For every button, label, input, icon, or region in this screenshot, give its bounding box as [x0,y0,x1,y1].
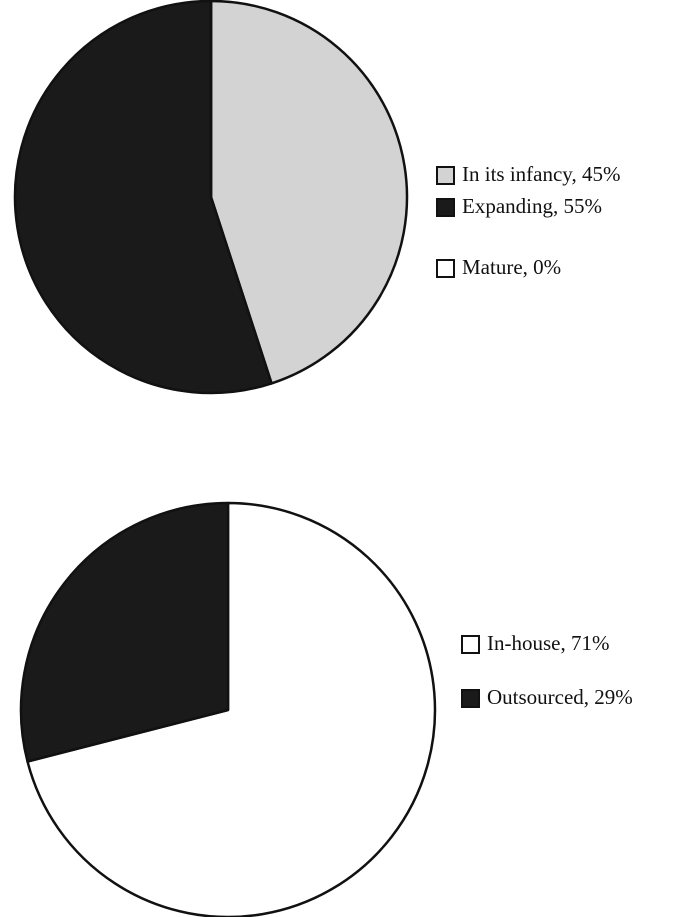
legend-label: In-house, 71% [487,631,609,655]
legend-swatch [436,259,455,278]
pie-slice [19,501,230,763]
pie-slice [13,0,273,395]
legend-label: In its infancy, 45% [462,162,620,186]
pie-slice [209,0,409,385]
legend-label: Mature, 0% [462,255,561,279]
legend-swatch [461,689,480,708]
legend-swatch [436,166,455,185]
legend-label: Outsourced, 29% [487,685,633,709]
legend-swatch [436,198,455,217]
legend-label: Expanding, 55% [462,194,602,218]
legend-swatch [461,635,480,654]
pie-slice [26,501,437,917]
